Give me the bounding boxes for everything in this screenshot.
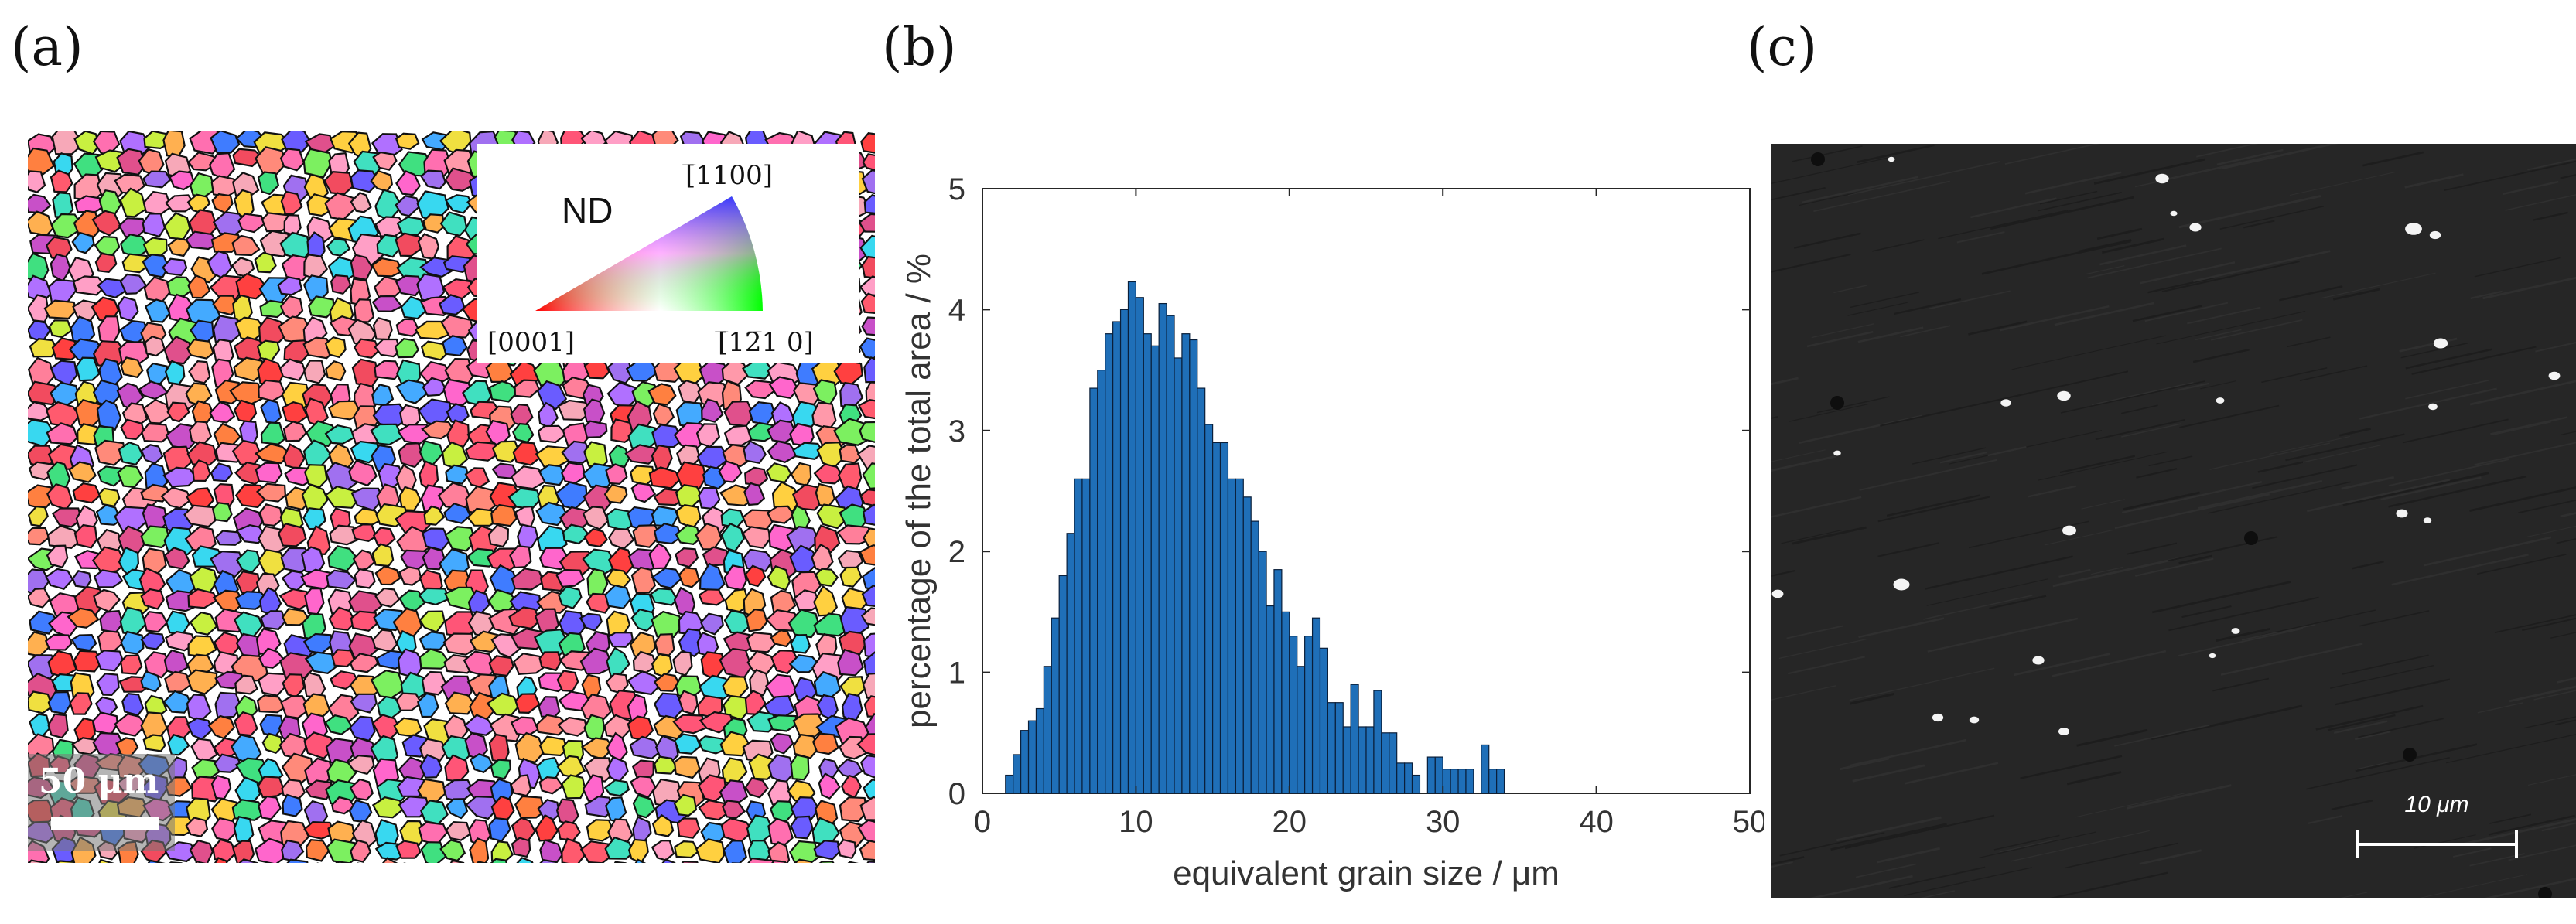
histogram-bar (1219, 442, 1229, 794)
x-tick-label: 20 (1273, 805, 1307, 839)
histogram-bar (1119, 309, 1129, 794)
histogram-bar (1327, 702, 1336, 794)
histogram-bar (1174, 357, 1183, 794)
histogram-bar (1058, 575, 1068, 794)
scale-bar-a-line (51, 817, 159, 830)
y-tick-label: 3 (948, 414, 965, 448)
histogram-bar (1235, 478, 1244, 794)
panel-label-c: (c) (1747, 17, 1818, 78)
ipf-triangle-overlay (535, 196, 763, 311)
histogram-bar (1013, 754, 1022, 794)
histogram-bar (1027, 720, 1037, 794)
sem-micrograph (1771, 144, 2576, 898)
histogram-bar (1334, 702, 1344, 794)
histogram-bar (1273, 569, 1283, 794)
histogram-bar (1297, 666, 1306, 794)
histogram-bar (1166, 315, 1175, 794)
histogram-bar (1066, 533, 1075, 794)
histogram-bar (1097, 370, 1106, 794)
histogram-bar (1488, 769, 1498, 794)
histogram-bar (1304, 636, 1314, 794)
histogram-bar (1035, 707, 1044, 794)
histogram-bar (1242, 496, 1252, 794)
y-tick-label: 1 (948, 656, 965, 690)
x-axis-label: equivalent grain size / μm (1173, 854, 1560, 892)
y-tick-label: 2 (948, 535, 965, 569)
histogram-bar (1403, 762, 1413, 794)
histogram-bar (1389, 732, 1398, 794)
histogram-bar (1381, 732, 1390, 794)
grain-size-histogram: 0 10 20 30 40 50 0 1 2 3 4 5 equivalent grain size /… (882, 155, 1767, 920)
histogram-bar (1434, 756, 1443, 794)
scale-bar-c-label: 10 μm (2404, 792, 2469, 817)
histogram-bar (1358, 726, 1367, 794)
histogram-bar (1020, 730, 1030, 794)
histogram-bar (1350, 684, 1359, 794)
histogram-bar (1204, 424, 1214, 794)
x-tick-label: 30 (1426, 805, 1461, 839)
y-tick-label: 4 (948, 293, 965, 327)
panel-label-b: (b) (882, 17, 957, 78)
x-tick-label: 50 (1733, 805, 1764, 839)
histogram-bar (1373, 690, 1382, 794)
legend-corner-right: [̅12̅1 0] (715, 327, 814, 358)
histogram-bar (1112, 321, 1122, 794)
scale-bar-a-label: 50 μm (39, 762, 159, 801)
histogram-bar (1227, 478, 1236, 794)
histogram-bar (1081, 478, 1091, 794)
legend-corner-left: [0001] (487, 327, 575, 358)
histogram-bar (1481, 744, 1490, 794)
histogram-bar (1181, 333, 1191, 794)
x-tick-label: 0 (974, 805, 991, 839)
histogram-bar (1442, 769, 1451, 794)
histogram-bar (1074, 478, 1083, 794)
histogram-bar (1105, 333, 1114, 794)
scale-bar-c-line (2356, 843, 2518, 846)
histogram-bar (1005, 774, 1014, 794)
y-axis-label: percentage of the total area / % (900, 254, 938, 728)
x-tick-label: 40 (1579, 805, 1614, 839)
scale-bar-a: 50 μm (28, 754, 175, 851)
histogram-bar (1457, 769, 1467, 794)
histogram-bar (1365, 726, 1375, 794)
histogram-bar (1089, 387, 1098, 794)
histogram-bar (1496, 769, 1505, 794)
histogram-bar (1135, 297, 1144, 794)
histogram-bar (1396, 762, 1406, 794)
histogram-bar (1043, 666, 1052, 794)
legend-title: ND (562, 190, 613, 230)
panel-label-a: (a) (11, 17, 84, 78)
histogram-bar (1250, 520, 1259, 794)
histogram-bar (1189, 339, 1198, 794)
x-tick-label: 10 (1119, 805, 1153, 839)
histogram-bar (1150, 345, 1160, 794)
histogram-bar (1426, 756, 1436, 794)
histogram-bar (1143, 333, 1152, 794)
histogram-bar (1411, 774, 1421, 794)
histogram-bar (1266, 605, 1275, 794)
histogram-bar (1051, 617, 1060, 794)
scale-bar-c: 10 μm (2356, 792, 2518, 858)
histogram-bar (1342, 726, 1351, 794)
histogram-bar (1311, 617, 1321, 794)
y-tick-label: 5 (948, 172, 965, 206)
y-tick-label: 0 (948, 777, 965, 811)
histogram-bar (1127, 281, 1137, 794)
legend-corner-top: [̅1100] (682, 160, 773, 191)
histogram-bar (1450, 769, 1459, 794)
histogram-bar (1281, 611, 1290, 794)
histogram-bar (1158, 302, 1167, 794)
histogram-bar (1197, 387, 1206, 794)
histogram-bar (1289, 636, 1298, 794)
ipf-color-key: ND [̅1100] [0001] [̅12̅1 0] (477, 144, 859, 363)
histogram-bar (1258, 551, 1267, 794)
histogram-bar (1319, 647, 1328, 794)
histogram-bar (1465, 769, 1474, 794)
histogram-bar (1212, 442, 1221, 794)
